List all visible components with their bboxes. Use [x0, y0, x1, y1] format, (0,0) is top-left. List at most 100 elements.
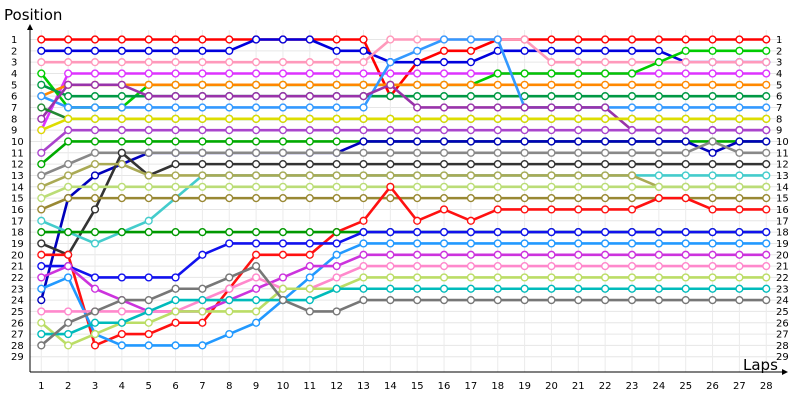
series-point	[117, 307, 126, 316]
series-point	[520, 182, 529, 191]
series-point	[332, 46, 341, 55]
series-point	[413, 284, 422, 293]
y-tick-label: 1	[11, 35, 17, 46]
series-line	[40, 242, 767, 347]
series-point	[520, 284, 529, 293]
series-point	[708, 137, 717, 146]
series-point	[90, 46, 100, 55]
y-tick-label-right: 1	[776, 35, 782, 46]
series-line	[41, 287, 767, 336]
series-point	[466, 160, 476, 169]
series-line	[41, 264, 767, 313]
series-point	[413, 262, 422, 271]
series-point	[171, 80, 180, 89]
series-point	[627, 284, 637, 293]
series-point	[520, 46, 529, 55]
y-tick-label-right: 9	[776, 126, 782, 137]
series-point	[439, 58, 449, 67]
series-point	[117, 318, 126, 327]
series-point	[171, 114, 180, 123]
series-point	[654, 46, 663, 55]
series-point	[278, 69, 288, 78]
x-tick-label: 6	[172, 381, 178, 392]
series-point	[171, 92, 180, 101]
series-point	[117, 295, 126, 305]
series-point	[574, 250, 583, 259]
series-point	[198, 194, 207, 203]
series-point	[493, 160, 502, 169]
series-point	[332, 58, 341, 67]
series-point	[654, 239, 663, 248]
series-point	[37, 92, 46, 101]
series-24	[37, 239, 771, 350]
series-point	[762, 239, 771, 248]
series-point	[64, 262, 73, 271]
series-point	[762, 273, 771, 282]
series-point	[252, 250, 261, 259]
y-tick-label: 23	[11, 284, 24, 295]
series-point	[547, 284, 556, 293]
series-point	[252, 284, 261, 293]
series-point	[520, 114, 529, 123]
series-point	[708, 35, 717, 44]
series-point	[493, 137, 502, 146]
series-point	[117, 228, 126, 237]
series-point	[654, 273, 663, 282]
series-point	[466, 273, 476, 282]
series-point	[466, 148, 476, 157]
series-point	[171, 148, 180, 157]
series-point	[198, 284, 207, 293]
series-point	[520, 69, 529, 78]
series-point	[708, 250, 717, 259]
series-point	[627, 35, 637, 44]
series-point	[520, 295, 529, 305]
series-point	[762, 262, 771, 271]
series-point	[386, 126, 395, 135]
series-point	[90, 126, 100, 135]
x-tick-label: 14	[384, 381, 397, 392]
series-point	[225, 58, 234, 67]
series-point	[601, 69, 610, 78]
y-tick-label-right: 23	[776, 284, 789, 295]
series-point	[386, 35, 395, 44]
series-point	[144, 126, 153, 135]
series-point	[413, 250, 422, 259]
series-point	[601, 171, 610, 180]
series-point	[439, 194, 449, 203]
series-point	[144, 69, 153, 78]
series-point	[627, 58, 637, 67]
series-point	[37, 80, 46, 89]
series-point	[735, 295, 744, 305]
y-tick-label-right: 25	[776, 307, 789, 318]
series-point	[144, 171, 153, 180]
series-point	[90, 58, 100, 67]
series-line	[41, 38, 767, 64]
series-point	[225, 295, 234, 305]
y-tick-label-right: 21	[776, 262, 789, 273]
y-tick-label: 28	[11, 341, 24, 352]
series-point	[386, 250, 395, 259]
series-point	[90, 182, 100, 191]
series-point	[386, 58, 395, 67]
series-point	[681, 284, 690, 293]
series-point	[762, 92, 771, 101]
series-point	[735, 205, 744, 214]
y-tick-label-right: 11	[776, 148, 789, 159]
series-point	[439, 250, 449, 259]
series-point	[64, 273, 73, 282]
series-23	[37, 228, 771, 282]
series-point	[37, 262, 46, 271]
x-tick-label: 5	[146, 381, 152, 392]
y-tick-label-right: 6	[776, 92, 782, 103]
series-point	[332, 160, 341, 169]
y-tick-label-right: 15	[776, 194, 789, 205]
series-point	[466, 114, 476, 123]
series-point	[225, 103, 234, 112]
series-point	[520, 80, 529, 89]
series-point	[708, 69, 717, 78]
series-point	[601, 160, 610, 169]
series-point	[225, 171, 234, 180]
series-point	[439, 205, 449, 214]
x-tick-label: 16	[438, 381, 451, 392]
